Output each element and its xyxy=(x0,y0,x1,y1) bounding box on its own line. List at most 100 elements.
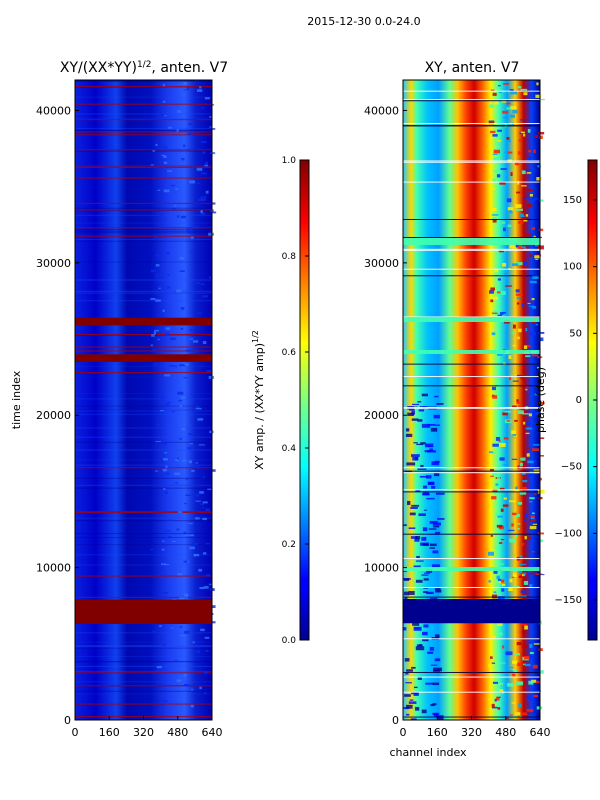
texture-speckle xyxy=(534,275,539,280)
flag-line xyxy=(403,275,540,277)
texture-speckle xyxy=(164,403,170,407)
texture-speckle xyxy=(508,587,513,592)
texture-speckle xyxy=(517,504,521,506)
texture-speckle xyxy=(184,673,187,677)
texture-speckle xyxy=(535,94,542,98)
texture-speckle xyxy=(403,627,407,631)
texture-speckle xyxy=(183,144,186,148)
texture-speckle xyxy=(155,441,162,443)
texture-speckle xyxy=(491,332,496,336)
texture-speckle xyxy=(515,533,518,538)
texture-speckle xyxy=(199,586,205,590)
texture-speckle xyxy=(187,447,192,450)
texture-line xyxy=(75,645,212,647)
texture-speckle xyxy=(163,458,168,461)
texture-speckle xyxy=(525,385,529,388)
right-x-axis: 0 160 320 480 640 xyxy=(400,716,551,739)
texture-speckle xyxy=(531,197,538,200)
texture-speckle xyxy=(492,471,499,476)
texture-speckle xyxy=(167,535,172,539)
texture-speckle xyxy=(172,541,177,543)
texture-speckle xyxy=(171,411,175,413)
texture-speckle xyxy=(195,80,200,82)
saturated-band xyxy=(75,317,212,326)
texture-speckle xyxy=(512,109,518,114)
texture-speckle xyxy=(200,628,205,632)
texture-speckle xyxy=(421,574,429,576)
texture-speckle xyxy=(431,485,436,489)
texture-speckle xyxy=(151,334,155,337)
texture-speckle xyxy=(532,523,538,525)
texture-speckle xyxy=(191,122,196,124)
texture-line xyxy=(75,229,212,231)
texture-speckle xyxy=(504,151,507,153)
texture-line xyxy=(75,117,212,119)
texture-speckle xyxy=(423,509,427,511)
texture-speckle xyxy=(410,718,417,721)
texture-speckle xyxy=(412,403,420,406)
texture-speckle xyxy=(155,264,160,267)
texture-speckle xyxy=(524,169,532,171)
texture-speckle xyxy=(434,587,441,591)
texture-speckle xyxy=(530,517,535,521)
texture-speckle xyxy=(532,275,537,280)
texture-speckle xyxy=(498,542,503,544)
texture-speckle xyxy=(153,410,157,412)
texture-speckle xyxy=(514,243,519,248)
texture-speckle xyxy=(175,188,179,190)
texture-speckle xyxy=(529,332,536,336)
texture-speckle xyxy=(490,534,493,537)
texture-speckle xyxy=(432,712,440,716)
texture-speckle xyxy=(522,630,526,635)
texture-speckle xyxy=(415,579,423,583)
texture-speckle xyxy=(489,468,494,472)
texture-speckle xyxy=(514,653,520,656)
texture-speckle xyxy=(529,253,533,257)
flag-line xyxy=(403,350,540,354)
texture-speckle xyxy=(528,303,534,306)
texture-speckle xyxy=(164,374,171,377)
texture-speckle xyxy=(538,131,545,135)
texture-speckle xyxy=(511,405,517,408)
texture-speckle xyxy=(530,572,538,575)
texture-speckle xyxy=(174,365,178,368)
texture-speckle xyxy=(410,692,419,695)
texture-speckle xyxy=(524,625,528,630)
texture-speckle xyxy=(436,403,444,405)
texture-line xyxy=(75,670,212,672)
texture-line xyxy=(75,292,212,294)
texture-speckle xyxy=(150,269,156,272)
flag-line xyxy=(75,119,212,121)
texture-speckle xyxy=(520,457,526,461)
texture-speckle xyxy=(535,323,538,326)
texture-line xyxy=(75,222,212,224)
texture-speckle xyxy=(153,331,157,335)
texture-speckle xyxy=(155,299,161,302)
texture-speckle xyxy=(188,353,192,355)
texture-speckle xyxy=(210,152,216,155)
texture-speckle xyxy=(524,513,528,518)
texture-speckle xyxy=(150,548,154,551)
texture-speckle xyxy=(492,134,498,137)
texture-speckle xyxy=(150,344,154,347)
texture-speckle xyxy=(521,573,525,577)
texture-speckle xyxy=(511,458,518,460)
texture-speckle xyxy=(418,513,426,517)
texture-speckle xyxy=(525,355,531,358)
colorbar-tick-label: 0 xyxy=(576,395,582,406)
texture-speckle xyxy=(198,444,205,446)
texture-speckle xyxy=(423,578,429,581)
texture-speckle xyxy=(517,410,524,415)
texture-speckle xyxy=(161,644,167,647)
texture-speckle xyxy=(524,535,527,540)
texture-speckle xyxy=(411,504,420,507)
right-panel: XY, anten. V7 0 160 320 480 640 0 10000 20000 3… xyxy=(364,60,598,759)
texture-speckle xyxy=(512,324,516,329)
texture-speckle xyxy=(515,486,518,490)
texture-speckle xyxy=(414,686,418,689)
texture-speckle xyxy=(523,572,526,576)
texture-speckle xyxy=(512,435,518,437)
texture-line xyxy=(75,290,212,292)
flag-line xyxy=(403,489,540,491)
flag-line xyxy=(403,248,540,250)
